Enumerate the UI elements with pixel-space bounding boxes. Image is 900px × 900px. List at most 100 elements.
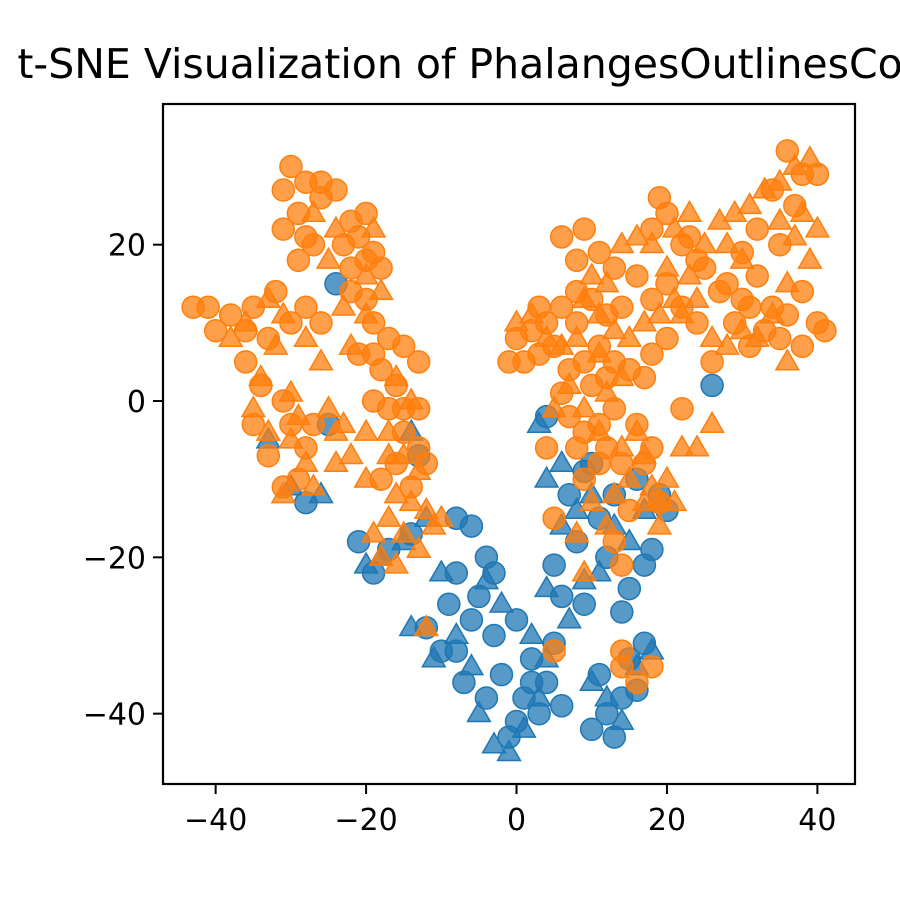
- data-point-circle: [391, 334, 416, 359]
- data-point-circle: [640, 537, 664, 562]
- data-point-circle: [354, 201, 378, 226]
- data-point-triangle: [624, 418, 650, 441]
- data-point-triangle: [323, 215, 349, 238]
- data-point-triangle: [646, 512, 673, 535]
- data-point-circle: [286, 248, 311, 273]
- data-point-triangle: [466, 700, 492, 723]
- data-point-triangle: [541, 395, 567, 418]
- data-point-triangle: [278, 379, 304, 402]
- y-tick-label: 0: [127, 385, 146, 420]
- data-point-triangle: [594, 379, 620, 402]
- data-point-triangle: [759, 301, 785, 324]
- data-point-circle: [700, 373, 724, 398]
- data-point-circle: [181, 295, 205, 319]
- data-point-circle: [790, 334, 815, 359]
- data-point-triangle: [609, 364, 635, 387]
- data-point-circle: [474, 686, 499, 710]
- data-point-circle: [775, 139, 800, 163]
- data-point-triangle: [293, 324, 319, 348]
- data-point-triangle: [579, 262, 605, 285]
- data-point-triangle: [353, 418, 379, 441]
- data-point-triangle: [797, 246, 823, 269]
- plot-area-frame: [161, 102, 857, 786]
- data-point-triangle: [376, 504, 402, 527]
- data-point-triangle: [533, 575, 560, 598]
- data-point-triangle: [300, 199, 327, 222]
- data-point-triangle: [240, 395, 266, 418]
- data-point-triangle: [248, 364, 274, 387]
- data-point-triangle: [315, 395, 342, 418]
- data-point-triangle: [654, 254, 680, 277]
- data-point-triangle: [782, 223, 808, 246]
- data-point-triangle: [669, 301, 695, 324]
- data-point-circle: [542, 506, 566, 531]
- data-point-circle: [768, 326, 792, 351]
- data-point-circle: [617, 576, 642, 601]
- data-point-triangle: [383, 364, 409, 387]
- data-point-triangle: [481, 731, 507, 754]
- series-2: [181, 139, 837, 695]
- data-point-circle: [534, 436, 559, 460]
- data-point-triangle: [353, 301, 379, 324]
- data-point-triangle: [353, 262, 379, 285]
- data-point-triangle: [270, 481, 296, 504]
- data-point-triangle: [676, 262, 703, 285]
- data-point-triangle: [624, 223, 650, 246]
- data-point-triangle: [270, 301, 296, 324]
- data-point-triangle: [443, 621, 469, 645]
- data-point-triangle: [503, 309, 530, 332]
- data-point-circle: [459, 608, 484, 632]
- data-point-triangle: [654, 465, 680, 488]
- data-point-circle: [406, 350, 431, 374]
- data-point-triangle: [368, 278, 394, 301]
- data-point-triangle: [579, 668, 605, 691]
- data-point-circle: [504, 608, 529, 632]
- data-point-circle: [625, 670, 649, 695]
- data-point-triangle: [353, 465, 379, 488]
- data-point-circle: [271, 217, 296, 241]
- data-point-triangle: [376, 442, 402, 465]
- data-point-triangle: [556, 371, 582, 394]
- data-point-triangle: [684, 285, 710, 308]
- x-axis: −40 −20 0 20 40: [184, 784, 836, 838]
- data-point-triangle: [413, 496, 439, 519]
- data-point-triangle: [616, 324, 642, 348]
- data-point-triangle: [518, 301, 545, 324]
- data-point-triangle: [233, 309, 259, 332]
- data-point-triangle: [767, 207, 793, 230]
- data-point-circle: [610, 600, 634, 624]
- y-tick-label: −20: [83, 541, 146, 576]
- data-point-triangle: [533, 324, 560, 348]
- data-point-triangle: [714, 231, 740, 254]
- data-point-triangle: [586, 418, 612, 441]
- data-point-triangle: [383, 481, 409, 504]
- x-tick-label: 40: [798, 803, 836, 838]
- data-point-triangle: [360, 520, 387, 543]
- data-point-triangle: [586, 301, 612, 324]
- data-point-triangle: [421, 645, 447, 668]
- data-point-circle: [564, 436, 589, 460]
- data-point-triangle: [398, 387, 424, 410]
- data-point-triangle: [406, 457, 432, 480]
- data-point-circle: [301, 232, 326, 257]
- x-tick-label: −20: [334, 803, 397, 838]
- data-point-triangle: [496, 739, 522, 762]
- data-point-circle: [564, 248, 589, 273]
- data-point-circle: [572, 592, 596, 616]
- data-point-triangle: [737, 192, 763, 215]
- data-point-triangle: [676, 199, 703, 222]
- data-point-triangle: [428, 559, 454, 582]
- data-point-circle: [474, 545, 499, 570]
- data-point-circle: [670, 397, 694, 421]
- data-point-triangle: [391, 520, 417, 543]
- data-point-triangle: [398, 489, 424, 512]
- data-point-triangle: [797, 145, 823, 168]
- data-point-triangle: [661, 285, 688, 308]
- data-point-triangle: [255, 418, 281, 441]
- data-point-triangle: [646, 301, 673, 324]
- data-point-triangle: [549, 449, 575, 473]
- data-point-triangle: [428, 504, 454, 527]
- data-point-triangle: [323, 418, 349, 441]
- data-point-triangle: [488, 590, 515, 613]
